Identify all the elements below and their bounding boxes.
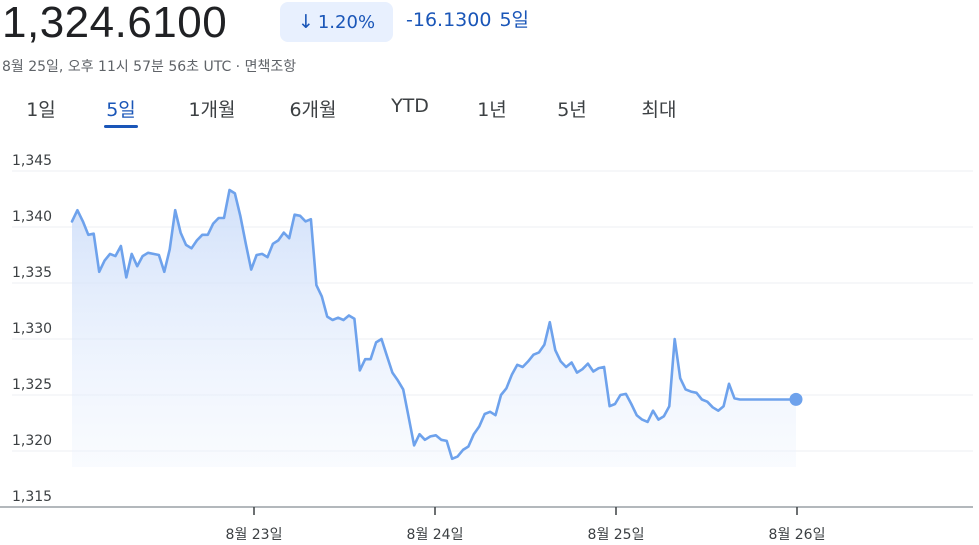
y-tick-label: 1,345	[12, 153, 52, 169]
active-tab-indicator	[104, 125, 138, 128]
tab-ytd[interactable]: YTD	[391, 95, 429, 117]
x-tick-label: 8월 25일	[588, 527, 645, 543]
x-tick-label: 8월 26일	[769, 527, 826, 543]
tab-max[interactable]: 최대	[641, 99, 677, 121]
y-tick-label: 1,340	[12, 209, 52, 225]
tab-6-month[interactable]: 6개월	[289, 99, 337, 121]
timestamp-disclaimer: 8월 25일, 오후 11시 57분 56초 UTC · 면책조항	[2, 59, 297, 75]
tab-5-day[interactable]: 5일	[106, 99, 136, 121]
tab-5-year[interactable]: 5년	[557, 99, 587, 121]
price-chart[interactable]: 1,315 1,320 1,325 1,330 1,335 1,340 1,345 8월 23…	[0, 150, 979, 545]
arrow-down-icon: ↓	[297, 11, 314, 33]
change-summary: -16.1300 5일	[406, 6, 529, 34]
last-price-marker	[789, 392, 803, 406]
y-tick-label: 1,325	[12, 377, 52, 393]
change-absolute: -16.1300	[406, 9, 492, 31]
tab-1-month[interactable]: 1개월	[188, 99, 236, 121]
y-tick-label: 1,335	[12, 265, 52, 281]
price-line	[70, 188, 798, 461]
current-price: 1,324.6100	[2, 0, 228, 47]
tab-1-year[interactable]: 1년	[477, 99, 507, 121]
tab-1-day[interactable]: 1일	[26, 99, 56, 121]
x-tick-label: 8월 23일	[226, 527, 283, 543]
price-area-fill	[72, 190, 796, 467]
x-tick-label: 8월 24일	[407, 527, 464, 543]
y-tick-label: 1,330	[12, 321, 52, 337]
change-period: 5일	[499, 9, 530, 31]
y-tick-label: 1,320	[12, 433, 52, 449]
change-percent-badge: ↓ 1.20%	[280, 2, 393, 42]
change-percent: 1.20%	[317, 11, 376, 33]
y-tick-label: 1,315	[12, 489, 52, 505]
